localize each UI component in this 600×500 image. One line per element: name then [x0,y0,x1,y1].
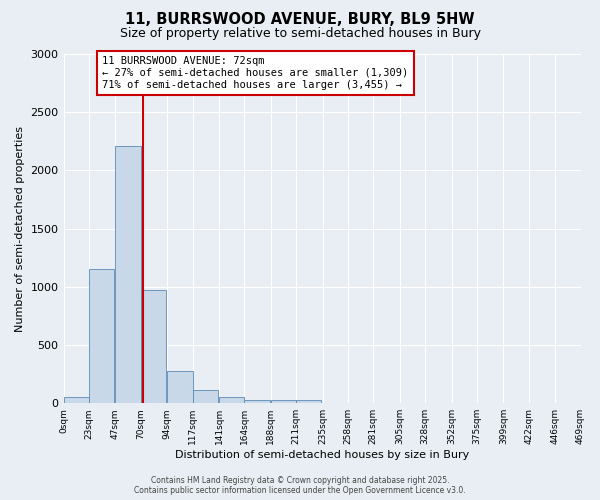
X-axis label: Distribution of semi-detached houses by size in Bury: Distribution of semi-detached houses by … [175,450,469,460]
Y-axis label: Number of semi-detached properties: Number of semi-detached properties [15,126,25,332]
Bar [167,371,193,403]
Bar [244,400,269,403]
Text: Contains HM Land Registry data © Crown copyright and database right 2025.
Contai: Contains HM Land Registry data © Crown c… [134,476,466,495]
Text: 11, BURRSWOOD AVENUE, BURY, BL9 5HW: 11, BURRSWOOD AVENUE, BURY, BL9 5HW [125,12,475,28]
Bar [115,146,140,403]
Bar [64,397,89,403]
Bar [89,270,114,403]
Bar [219,397,244,403]
Bar [193,390,218,403]
Bar [296,400,322,403]
Text: Size of property relative to semi-detached houses in Bury: Size of property relative to semi-detach… [119,28,481,40]
Bar [271,400,296,403]
Text: 11 BURRSWOOD AVENUE: 72sqm
← 27% of semi-detached houses are smaller (1,309)
71%: 11 BURRSWOOD AVENUE: 72sqm ← 27% of semi… [102,56,409,90]
Bar [140,290,166,403]
